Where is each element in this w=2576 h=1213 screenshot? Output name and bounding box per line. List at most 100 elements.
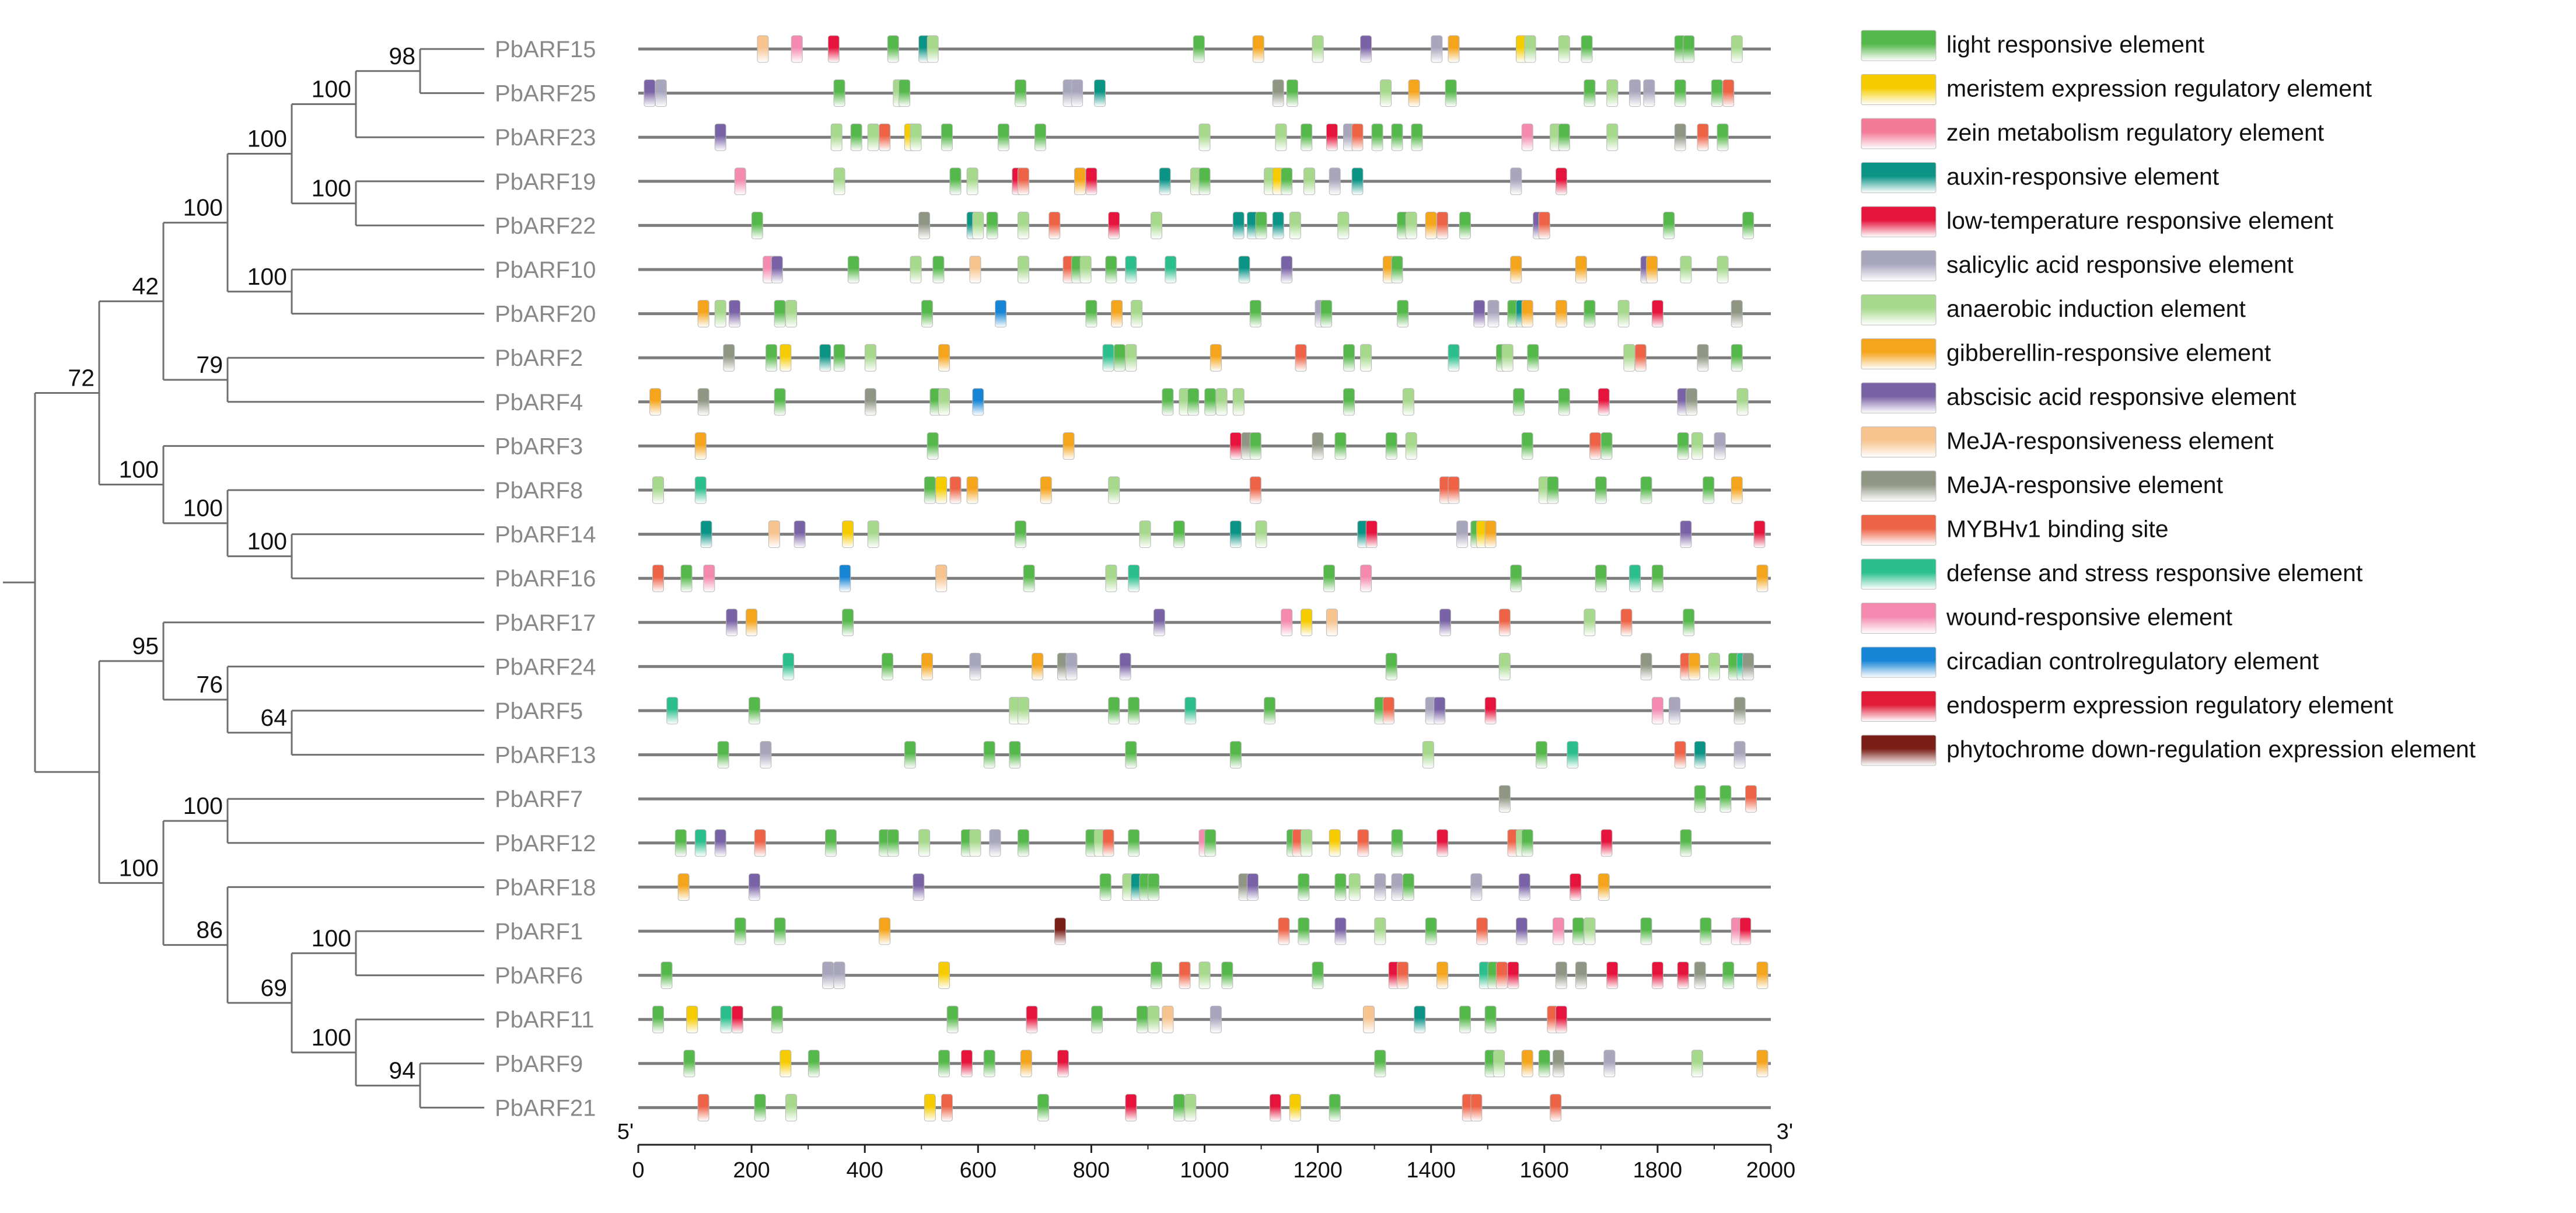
gene-track [638,741,1771,769]
bootstrap-value: 100 [312,925,351,952]
cis-element-lowtemp [1507,962,1519,990]
cis-element-mybhv1 [1436,211,1449,239]
cis-element-light [674,829,687,857]
cis-element-light [1711,79,1723,107]
legend-swatch-circadian [1861,646,1937,678]
cis-element-light [1651,564,1663,592]
cis-element-anaerobic [938,388,950,416]
cis-element-lowtemp [1026,1005,1038,1033]
cis-element-abscisic [1434,697,1446,725]
bootstrap-value: 79 [196,351,223,378]
cis-element-meristem [842,520,854,548]
cis-element-light [997,123,1009,151]
legend-entry: phytochrome down-regulation expression e… [1861,735,2476,766]
cis-element-anaerobic [1348,873,1361,901]
cis-element-anaerobic [1337,211,1350,239]
gene-label: PbARF11 [495,1007,594,1033]
cis-element-circadian [995,300,1007,328]
phylogenetic-tree: 98 100 100 100 100 100 79 42 100 100 100 72 64 76 95 10… [3,43,484,1109]
cis-element-anaerobic [1584,609,1596,637]
cis-element-gibberellin [1598,873,1610,901]
cis-element-gibberellin [1484,520,1497,548]
cis-element-wound [791,35,803,63]
cis-element-gibberellin [1731,476,1743,504]
cis-element-gibberellin [966,476,978,504]
cis-element-light [1572,917,1585,945]
cis-element-lowtemp [1484,697,1497,725]
legend-entry: low-temperature responsive element [1861,206,2334,237]
cis-element-light [1513,388,1525,416]
cis-element-light [1221,962,1233,990]
cis-element-light [1680,829,1692,857]
cis-element-abscisic [913,873,925,901]
cis-element-light [1204,388,1217,416]
cis-element-defense [782,652,795,680]
cis-element-gibberellin [649,388,662,416]
cis-element-gibberellin [1756,1050,1768,1078]
cis-element-mybhv1 [1351,123,1364,151]
cis-element-light [1334,432,1347,460]
cis-element-mybhv1 [1476,917,1488,945]
bootstrap-value: 86 [196,917,223,943]
gene-track [638,1050,1771,1078]
axis-tick-label: 800 [1073,1158,1110,1183]
cis-element-light [1683,35,1695,63]
axis-tick-label: 2000 [1746,1158,1796,1183]
cis-element-salicylic [822,962,834,990]
legend-label: low-temperature responsive element [1946,207,2334,234]
cis-element-light [887,35,899,63]
cis-element-meja [1312,432,1324,460]
cis-element-light [1600,432,1613,460]
legend-entry: MeJA-responsiveness element [1861,427,2274,457]
cis-element-light [1459,1005,1471,1033]
gene-track [638,167,1771,195]
cis-element-mybhv1 [1048,211,1061,239]
cis-element-wound [1651,697,1663,725]
cis-element-light [1015,520,1027,548]
gene-label: PbARF2 [495,345,583,371]
cis-element-light [833,344,845,372]
legend-label: MYBHv1 binding site [1946,516,2169,543]
cis-element-auxin [1093,79,1106,107]
cis-element-light [1034,123,1047,151]
cis-element-lowtemp [1057,1050,1069,1078]
cis-element-lowtemp [1125,1093,1137,1121]
legend-swatch-zein [1861,118,1937,149]
legend-swatch-light [1861,30,1937,61]
cis-element-anaerobic [972,211,984,239]
bootstrap-value: 100 [247,263,287,290]
cis-element-salicylic [1714,432,1726,460]
cis-element-gibberellin [1575,256,1587,284]
cis-element-gibberellin [938,344,950,372]
gene-label: PbARF1 [495,919,583,945]
cis-element-meja [1686,388,1698,416]
cis-element-light [1391,829,1403,857]
cis-element-light [1694,785,1706,813]
cis-element-auxin [819,344,831,372]
cis-element-light [1193,35,1205,63]
gene-label: PbARF22 [495,213,596,239]
legend-swatch-meja_ness [1861,427,1937,457]
cis-element-light [1703,476,1715,504]
legend-label: meristem expression regulatory element [1946,75,2372,102]
cis-element-mybhv1 [1674,741,1686,769]
cis-element-wound [1281,609,1293,637]
cis-element-light [983,741,995,769]
legend-label: circadian controlregulatory element [1946,648,2319,674]
cis-element-gibberellin [694,432,707,460]
gene-track [638,785,1771,813]
legend-swatch-abscisic [1861,382,1937,414]
cis-element-auxin [1238,256,1250,284]
cis-element-anaerobic [652,476,664,504]
cis-element-salicylic [1487,300,1500,328]
legend-label: MeJA-responsiveness element [1946,428,2274,455]
cis-element-light [1162,388,1174,416]
cis-element-lowtemp [1365,520,1378,548]
cis-element-gibberellin [1210,344,1222,372]
cis-element-gibberellin [1062,432,1075,460]
cis-element-anaerobic [1360,344,1372,372]
cis-element-anaerobic [714,300,726,328]
gene-label: PbARF5 [495,698,583,724]
cis-element-salicylic [1456,520,1469,548]
cis-element-anaerobic [910,256,922,284]
